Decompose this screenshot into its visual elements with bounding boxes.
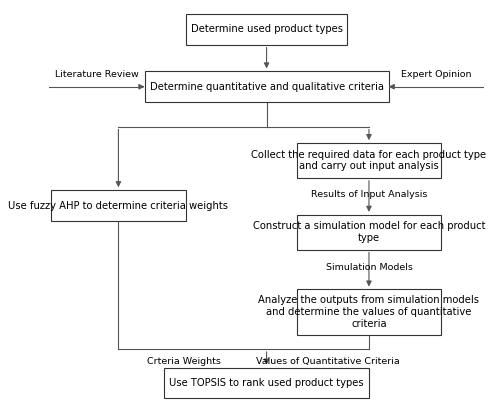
Text: Collect the required data for each product type
and carry out input analysis: Collect the required data for each produ… <box>252 150 486 171</box>
Text: Literature Review: Literature Review <box>55 70 138 79</box>
FancyBboxPatch shape <box>297 215 441 249</box>
FancyBboxPatch shape <box>164 367 369 398</box>
Text: Use fuzzy AHP to determine criteria weights: Use fuzzy AHP to determine criteria weig… <box>8 201 228 210</box>
Text: Expert Opinion: Expert Opinion <box>401 70 471 79</box>
Text: Determine quantitative and qualitative criteria: Determine quantitative and qualitative c… <box>150 82 384 92</box>
FancyBboxPatch shape <box>51 190 186 221</box>
Text: Simulation Models: Simulation Models <box>326 263 412 272</box>
Text: Construct a simulation model for each product
type: Construct a simulation model for each pr… <box>252 222 485 243</box>
FancyBboxPatch shape <box>144 72 388 102</box>
Text: Values of Quantitative Criteria: Values of Quantitative Criteria <box>256 358 400 367</box>
Text: Use TOPSIS to rank used product types: Use TOPSIS to rank used product types <box>169 378 364 388</box>
Text: Determine used product types: Determine used product types <box>190 24 342 35</box>
FancyBboxPatch shape <box>297 289 441 335</box>
FancyBboxPatch shape <box>186 14 347 45</box>
FancyBboxPatch shape <box>297 143 441 178</box>
Text: Analyze the outputs from simulation models
and determine the values of quantitat: Analyze the outputs from simulation mode… <box>258 296 480 329</box>
Text: Results of Input Analysis: Results of Input Analysis <box>311 189 427 199</box>
Text: Crteria Weights: Crteria Weights <box>147 358 220 367</box>
